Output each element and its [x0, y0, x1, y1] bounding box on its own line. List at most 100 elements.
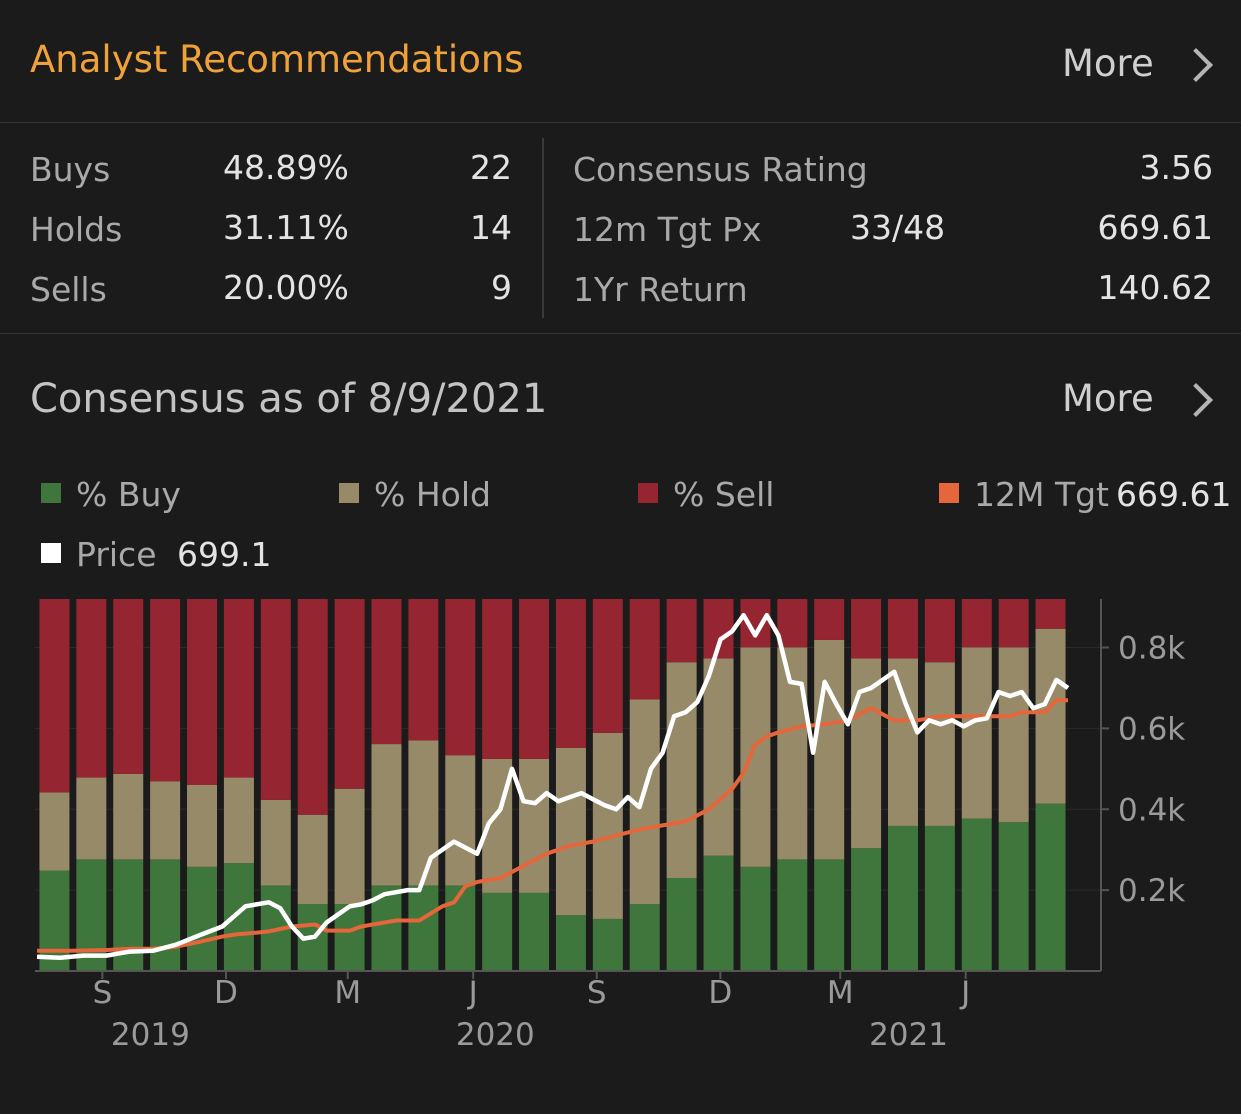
- x-tick-label: D: [214, 975, 238, 1011]
- sell-bar-segment: [961, 599, 992, 648]
- holds-label: Holds: [30, 210, 123, 249]
- chart-axes: 0.2k 0.4k 0.6k 0.8k S D M J S D M J 2019 2020 2021: [35, 599, 1185, 1053]
- sell-bar-segment: [666, 599, 697, 663]
- x-year-label: 2021: [869, 1017, 948, 1053]
- more-button[interactable]: More: [1062, 42, 1154, 85]
- y-tick-label: 0.4k: [1118, 792, 1185, 828]
- holds-count: 14: [470, 208, 512, 247]
- hold-bar-segment: [371, 744, 402, 886]
- buy-bar-segment: [408, 885, 439, 971]
- hold-bar-segment: [334, 788, 365, 905]
- hold-bar-segment: [260, 799, 291, 886]
- sell-bar-segment: [998, 599, 1029, 648]
- buy-legend-label: % Buy: [76, 475, 181, 514]
- price-legend-value: 699.1: [177, 535, 272, 574]
- sell-bar-segment: [740, 599, 771, 648]
- hold-bar-segment: [555, 747, 586, 916]
- buy-bar-segment: [445, 885, 476, 971]
- x-tick-label: J: [467, 975, 478, 1011]
- sell-bar-segment: [1035, 599, 1066, 629]
- target-legend-swatch: [939, 483, 959, 503]
- hold-bar-segment: [592, 732, 623, 919]
- hold-bar-segment: [666, 662, 697, 878]
- buy-bar-segment: [592, 918, 623, 971]
- buy-bar-segment: [1035, 803, 1066, 971]
- buy-bar-segment: [887, 825, 918, 971]
- buy-bar-segment: [150, 859, 181, 971]
- consensus-title: Consensus as of 8/9/2021: [30, 376, 548, 422]
- buy-bar-segment: [519, 892, 550, 971]
- hold-bar-segment: [297, 814, 328, 905]
- hold-bar-segment: [814, 639, 845, 860]
- buys-percent: 48.89%: [223, 148, 349, 187]
- buy-bar-segment: [814, 859, 845, 971]
- x-tick-label: S: [93, 975, 113, 1011]
- hold-bar-segment: [113, 773, 144, 860]
- sell-bar-segment: [482, 599, 513, 759]
- y-tick-label: 0.6k: [1118, 711, 1185, 747]
- sell-bar-segment: [629, 599, 660, 700]
- sell-bar-segment: [408, 599, 439, 741]
- sell-bar-segment: [887, 599, 918, 659]
- sell-bar-segment: [187, 599, 218, 785]
- buy-bar-segment: [666, 878, 697, 971]
- one-year-return-value: 140.62: [1097, 268, 1213, 307]
- sell-legend-label: % Sell: [673, 475, 775, 514]
- hold-legend-swatch: [339, 483, 359, 503]
- hold-bar-segment: [76, 777, 107, 860]
- consensus-more-button[interactable]: More: [1062, 377, 1154, 420]
- hold-bar-segment: [150, 781, 181, 860]
- sell-bar-segment: [223, 599, 254, 778]
- buy-bar-segment: [223, 863, 254, 971]
- buy-bar-segment: [555, 915, 586, 971]
- hold-bar-segment: [777, 647, 808, 860]
- target-legend-label: 12M Tgt: [974, 475, 1109, 514]
- target-price-value: 669.61: [1097, 208, 1213, 247]
- sell-bar-segment: [334, 599, 365, 789]
- buy-bar-segment: [777, 859, 808, 971]
- sell-bar-segment: [76, 599, 107, 778]
- sell-legend-swatch: [638, 483, 658, 503]
- buys-count: 22: [470, 148, 512, 187]
- buy-bar-segment: [39, 870, 70, 971]
- sells-count: 9: [491, 268, 512, 307]
- x-tick-label: D: [708, 975, 732, 1011]
- section-title: Analyst Recommendations: [30, 38, 524, 81]
- price-legend-swatch: [41, 543, 61, 563]
- x-tick-label: J: [959, 975, 970, 1011]
- y-tick-label: 0.2k: [1118, 873, 1185, 909]
- x-tick-label: M: [334, 975, 361, 1011]
- sell-bar-segment: [113, 599, 144, 774]
- chevron-right-icon[interactable]: [1179, 383, 1213, 417]
- hold-bar-segment: [445, 755, 476, 886]
- sell-bar-segment: [445, 599, 476, 756]
- sell-bar-segment: [814, 599, 845, 640]
- chevron-right-icon[interactable]: [1179, 48, 1213, 82]
- hold-bar-segment: [408, 740, 439, 886]
- buys-label: Buys: [30, 150, 111, 189]
- hold-bar-segment: [519, 758, 550, 893]
- hold-bar-segment: [39, 792, 70, 871]
- buy-bar-segment: [187, 866, 218, 971]
- buy-legend-swatch: [41, 483, 61, 503]
- target-price-ratio: 33/48: [850, 208, 946, 247]
- y-tick-label: 0.8k: [1118, 631, 1185, 667]
- sell-bar-segment: [39, 599, 70, 793]
- stats-panel: Buys 48.89% 22 Holds 31.11% 14 Sells 20.…: [0, 123, 1241, 334]
- hold-bar-segment: [851, 658, 882, 849]
- target-price-label: 12m Tgt Px: [573, 210, 762, 249]
- sell-bar-segment: [555, 599, 586, 748]
- hold-bar-segment: [740, 647, 771, 867]
- buy-bar-segment: [703, 855, 734, 971]
- buy-bar-segment: [629, 904, 660, 971]
- hold-bar-segment: [1035, 628, 1066, 804]
- consensus-rating-label: Consensus Rating: [573, 150, 868, 189]
- x-year-label: 2020: [456, 1017, 535, 1053]
- chart-bars: [39, 599, 1066, 971]
- buy-bar-segment: [924, 825, 955, 971]
- x-year-label: 2019: [111, 1017, 190, 1053]
- holds-percent: 31.11%: [223, 208, 349, 247]
- chart-lines: [36, 612, 1070, 960]
- consensus-chart: 0.2k 0.4k 0.6k 0.8k S D M J S D M J 2019 2020 2021: [35, 599, 1185, 1053]
- column-divider: [542, 138, 544, 318]
